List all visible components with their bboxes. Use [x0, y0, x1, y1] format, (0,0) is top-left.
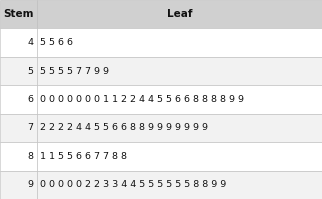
Text: 8: 8 — [27, 152, 33, 161]
Text: 7: 7 — [27, 123, 33, 132]
Text: 9: 9 — [27, 180, 33, 189]
Bar — [37, 57, 322, 85]
Text: 0 0 0 0 0 2 2 3 3 4 4 5 5 5 5 5 5 8 8 9 9: 0 0 0 0 0 2 2 3 3 4 4 5 5 5 5 5 5 8 8 9 … — [40, 180, 226, 189]
Bar — [0, 142, 37, 171]
Text: Stem: Stem — [3, 9, 34, 19]
Bar — [0, 171, 37, 199]
Bar — [37, 0, 322, 28]
Text: 2 2 2 2 4 4 5 5 6 6 8 8 9 9 9 9 9 9 9: 2 2 2 2 4 4 5 5 6 6 8 8 9 9 9 9 9 9 9 — [40, 123, 208, 132]
Bar — [0, 0, 37, 28]
Bar — [37, 85, 322, 114]
Text: 6: 6 — [27, 95, 33, 104]
Text: 1 1 5 5 6 6 7 7 8 8: 1 1 5 5 6 6 7 7 8 8 — [40, 152, 127, 161]
Text: Leaf: Leaf — [167, 9, 192, 19]
Bar — [0, 28, 37, 57]
Bar — [37, 114, 322, 142]
Bar — [37, 28, 322, 57]
Bar — [0, 85, 37, 114]
Text: 5 5 6 6: 5 5 6 6 — [40, 38, 73, 47]
Text: 5 5 5 5 7 7 9 9: 5 5 5 5 7 7 9 9 — [40, 67, 109, 76]
Bar — [0, 57, 37, 85]
Bar — [37, 171, 322, 199]
Bar — [37, 142, 322, 171]
Bar — [0, 114, 37, 142]
Text: 5: 5 — [27, 67, 33, 76]
Text: 0 0 0 0 0 0 0 1 1 2 2 4 4 5 5 6 6 8 8 8 8 9 9: 0 0 0 0 0 0 0 1 1 2 2 4 4 5 5 6 6 8 8 8 … — [40, 95, 244, 104]
Text: 4: 4 — [27, 38, 33, 47]
